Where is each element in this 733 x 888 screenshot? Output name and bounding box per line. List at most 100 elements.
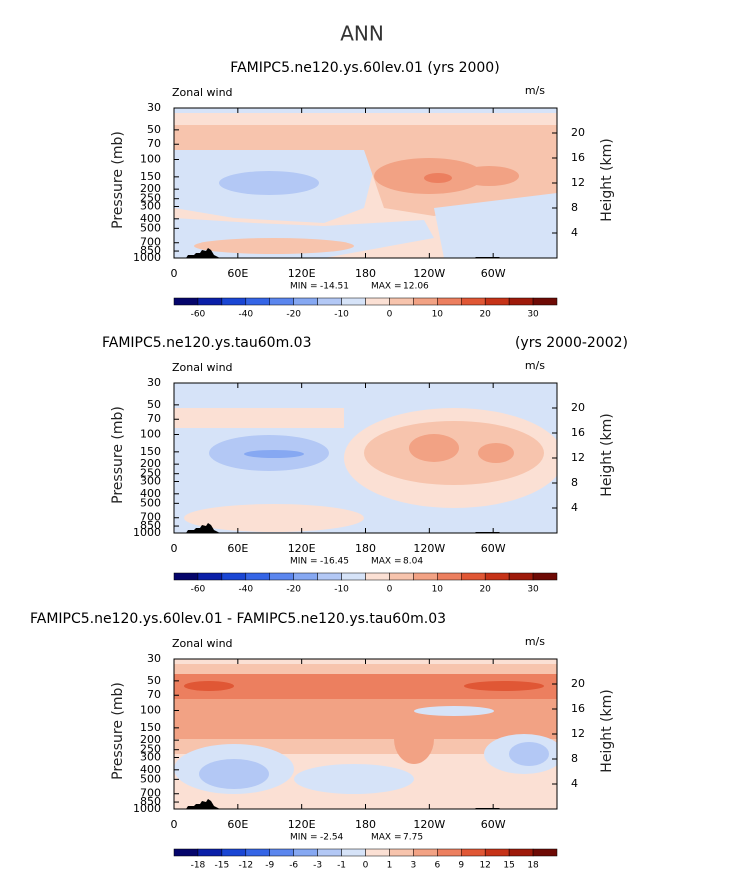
colorbar-label: 9: [458, 861, 464, 871]
y-tick-label: 30: [147, 652, 161, 665]
colorbar-box: [173, 848, 199, 857]
contour-region: [199, 759, 269, 789]
contour-region: [174, 408, 344, 428]
y2-tick-label: 12: [571, 176, 585, 189]
colorbar-box: [293, 848, 318, 857]
min-label: MIN =: [290, 557, 318, 567]
panel-title: FAMIPC5.ne120.ys.tau60m.03: [102, 335, 311, 351]
panel-title: FAMIPC5.ne120.ys.60lev.01 (yrs 2000): [230, 60, 499, 76]
x-tick-label: 120E: [288, 818, 316, 831]
y2-tick-label: 8: [571, 201, 578, 214]
y-tick-label: 1000: [133, 802, 161, 815]
colorbar-label: 0: [387, 585, 393, 595]
min-label: MIN =: [290, 282, 318, 292]
x-tick-label: 60E: [227, 818, 248, 831]
colorbar-box: [341, 848, 366, 857]
colorbar-label: -1: [337, 861, 346, 871]
x-tick-label: 0: [171, 267, 178, 280]
contour-region: [294, 764, 414, 794]
colorbar-box: [437, 572, 462, 581]
colorbar-label: -20: [286, 310, 301, 320]
x-tick-label: 120W: [413, 818, 445, 831]
contour-region: [184, 681, 234, 691]
colorbar-box: [508, 572, 534, 581]
colorbar-box: [413, 848, 438, 857]
y2-axis-label: Height (km): [599, 138, 615, 221]
colorbar-label: -60: [191, 585, 206, 595]
y-tick-label: 200: [140, 182, 161, 195]
colorbar-box: [197, 297, 223, 306]
colorbar-label: 6: [434, 861, 440, 871]
contour-region: [464, 681, 544, 691]
colorbar-label: -60: [191, 310, 206, 320]
y2-tick-label: 4: [571, 501, 578, 514]
colorbar-box: [317, 572, 342, 581]
y-tick-label: 400: [140, 763, 161, 776]
colorbar-box: [532, 848, 558, 857]
contour-region: [219, 171, 319, 195]
y-axis-label: Pressure (mb): [110, 682, 126, 780]
y-axis-label: Pressure (mb): [110, 131, 126, 229]
y-tick-label: 300: [140, 199, 161, 212]
y-tick-label: 250: [140, 467, 161, 480]
y-tick-label: 250: [140, 743, 161, 756]
variable-label: Zonal wind: [172, 361, 233, 374]
x-tick-label: 60W: [481, 818, 506, 831]
y-tick-label: 100: [140, 704, 161, 717]
x-tick-label: 60E: [227, 267, 248, 280]
x-tick-label: 180: [355, 267, 376, 280]
units-label: m/s: [525, 359, 545, 372]
min-value: -14.51: [320, 282, 349, 292]
colorbar-label: -10: [334, 310, 349, 320]
y-tick-label: 70: [147, 688, 161, 701]
colorbar-box: [341, 297, 366, 306]
y2-tick-label: 12: [571, 727, 585, 740]
colorbar-box: [317, 848, 342, 857]
colorbar-label: 20: [479, 310, 491, 320]
colorbar-box: [532, 572, 558, 581]
colorbar-box: [461, 848, 486, 857]
y-tick-label: 400: [140, 212, 161, 225]
y-tick-label: 70: [147, 412, 161, 425]
topography: [186, 799, 220, 809]
contour-region: [414, 706, 494, 716]
y-tick-label: 50: [147, 123, 161, 136]
colorbar-label: -9: [265, 861, 274, 871]
contour-region: [409, 434, 459, 462]
y-tick-label: 850: [140, 244, 161, 257]
x-tick-label: 0: [171, 542, 178, 555]
colorbar-box: [365, 848, 390, 857]
y-tick-label: 500: [140, 772, 161, 785]
y-tick-label: 300: [140, 750, 161, 763]
y-tick-label: 150: [140, 170, 161, 183]
colorbar-box: [173, 572, 199, 581]
colorbar-box: [532, 297, 558, 306]
contour-region: [434, 193, 557, 258]
y-tick-label: 30: [147, 101, 161, 114]
colorbar-box: [173, 297, 199, 306]
colorbar-box: [245, 297, 270, 306]
colorbar-label: 0: [387, 310, 393, 320]
y-tick-label: 150: [140, 445, 161, 458]
colorbar-box: [461, 572, 486, 581]
topography: [186, 523, 220, 533]
colorbar-box: [269, 572, 294, 581]
colorbar-box: [293, 297, 318, 306]
contour-region: [424, 173, 452, 183]
colorbar-box: [389, 297, 414, 306]
contour-region: [478, 443, 514, 463]
x-tick-label: 0: [171, 818, 178, 831]
colorbar-label: 15: [503, 861, 514, 871]
colorbar-label: 3: [411, 861, 417, 871]
colorbar-label: -40: [238, 585, 253, 595]
colorbar-box: [197, 572, 223, 581]
colorbar-label: 10: [432, 585, 444, 595]
colorbar-label: 12: [479, 861, 490, 871]
colorbar-box: [197, 848, 223, 857]
colorbar-box: [317, 297, 342, 306]
colorbar-box: [365, 297, 390, 306]
colorbar-box: [437, 297, 462, 306]
y2-tick-label: 16: [571, 426, 585, 439]
max-value: 7.75: [403, 833, 423, 843]
y2-tick-label: 8: [571, 476, 578, 489]
